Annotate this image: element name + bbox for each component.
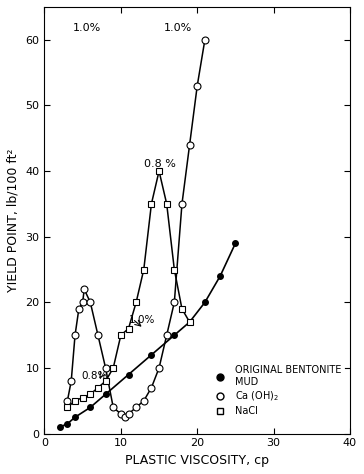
Y-axis label: YIELD POINT, lb/100 ft²: YIELD POINT, lb/100 ft² [7, 148, 20, 292]
Text: 1.0%: 1.0% [164, 23, 192, 33]
Text: 1.0%: 1.0% [72, 23, 100, 33]
X-axis label: PLASTIC VISCOSITY, cp: PLASTIC VISCOSITY, cp [125, 454, 269, 467]
Text: 0.8%: 0.8% [81, 371, 107, 381]
Text: 0.8 %: 0.8 % [144, 159, 176, 170]
Text: 1.0%: 1.0% [128, 315, 155, 325]
Legend: ORIGINAL BENTONITE
MUD, Ca (OH)$_2$, NaCl: ORIGINAL BENTONITE MUD, Ca (OH)$_2$, NaC… [207, 362, 345, 420]
